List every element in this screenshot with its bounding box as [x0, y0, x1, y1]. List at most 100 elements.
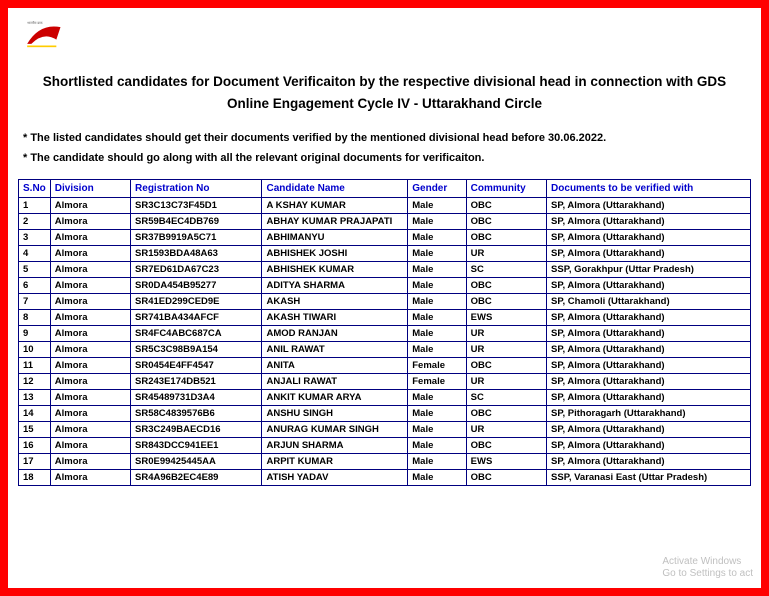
- table-container: S.No Division Registration No Candidate …: [8, 179, 761, 486]
- cell-community: EWS: [466, 453, 546, 469]
- cell-name: ANJALI RAWAT: [262, 373, 408, 389]
- table-header-row: S.No Division Registration No Candidate …: [19, 179, 751, 197]
- cell-regno: SR5C3C98B9A154: [131, 341, 262, 357]
- cell-docwith: SP, Almora (Uttarakhand): [547, 309, 751, 325]
- cell-docwith: SP, Almora (Uttarakhand): [547, 421, 751, 437]
- table-row: 4AlmoraSR1593BDA48A63ABHISHEK JOSHIMaleU…: [19, 245, 751, 261]
- header-gender: Gender: [408, 179, 466, 197]
- cell-gender: Male: [408, 405, 466, 421]
- cell-community: OBC: [466, 229, 546, 245]
- cell-division: Almora: [50, 261, 130, 277]
- cell-regno: SR1593BDA48A63: [131, 245, 262, 261]
- table-row: 11AlmoraSR0454E4FF4547ANITAFemaleOBCSP, …: [19, 357, 751, 373]
- cell-name: ARPIT KUMAR: [262, 453, 408, 469]
- cell-regno: SR7ED61DA67C23: [131, 261, 262, 277]
- cell-community: EWS: [466, 309, 546, 325]
- cell-gender: Male: [408, 245, 466, 261]
- cell-division: Almora: [50, 197, 130, 213]
- cell-sno: 13: [19, 389, 51, 405]
- cell-community: OBC: [466, 277, 546, 293]
- cell-gender: Male: [408, 261, 466, 277]
- cell-community: OBC: [466, 405, 546, 421]
- cell-community: OBC: [466, 213, 546, 229]
- cell-regno: SR4A96B2EC4E89: [131, 469, 262, 485]
- header-community: Community: [466, 179, 546, 197]
- india-post-logo-icon: भारतीय डाक: [23, 18, 73, 53]
- cell-regno: SR741BA434AFCF: [131, 309, 262, 325]
- cell-division: Almora: [50, 213, 130, 229]
- cell-gender: Male: [408, 213, 466, 229]
- cell-docwith: SP, Almora (Uttarakhand): [547, 437, 751, 453]
- svg-text:भारतीय डाक: भारतीय डाक: [27, 21, 43, 25]
- cell-gender: Male: [408, 389, 466, 405]
- cell-sno: 14: [19, 405, 51, 421]
- cell-sno: 10: [19, 341, 51, 357]
- table-row: 16AlmoraSR843DCC941EE1ARJUN SHARMAMaleOB…: [19, 437, 751, 453]
- cell-docwith: SP, Chamoli (Uttarakhand): [547, 293, 751, 309]
- cell-sno: 9: [19, 325, 51, 341]
- cell-sno: 15: [19, 421, 51, 437]
- cell-name: ANSHU SINGH: [262, 405, 408, 421]
- cell-docwith: SP, Almora (Uttarakhand): [547, 213, 751, 229]
- cell-community: OBC: [466, 197, 546, 213]
- table-body: 1AlmoraSR3C13C73F45D1A KSHAY KUMARMaleOB…: [19, 197, 751, 485]
- page-title: Shortlisted candidates for Document Veri…: [8, 63, 761, 129]
- cell-community: OBC: [466, 293, 546, 309]
- cell-name: ABHAY KUMAR PRAJAPATI: [262, 213, 408, 229]
- table-row: 1AlmoraSR3C13C73F45D1A KSHAY KUMARMaleOB…: [19, 197, 751, 213]
- cell-docwith: SP, Almora (Uttarakhand): [547, 245, 751, 261]
- cell-name: ANIL RAWAT: [262, 341, 408, 357]
- table-row: 17AlmoraSR0E99425445AAARPIT KUMARMaleEWS…: [19, 453, 751, 469]
- cell-sno: 11: [19, 357, 51, 373]
- table-row: 5AlmoraSR7ED61DA67C23ABHISHEK KUMARMaleS…: [19, 261, 751, 277]
- note-line: * The candidate should go along with all…: [23, 149, 746, 169]
- cell-sno: 7: [19, 293, 51, 309]
- cell-community: UR: [466, 341, 546, 357]
- activate-windows-overlay: Activate Windows Go to Settings to act: [662, 556, 753, 580]
- cell-gender: Male: [408, 437, 466, 453]
- cell-division: Almora: [50, 421, 130, 437]
- table-row: 8AlmoraSR741BA434AFCFAKASH TIWARIMaleEWS…: [19, 309, 751, 325]
- table-row: 3AlmoraSR37B9919A5C71ABHIMANYUMaleOBCSP,…: [19, 229, 751, 245]
- note-line: * The listed candidates should get their…: [23, 129, 746, 149]
- candidates-table: S.No Division Registration No Candidate …: [18, 179, 751, 486]
- activate-windows-line2: Go to Settings to act: [662, 568, 753, 580]
- cell-division: Almora: [50, 357, 130, 373]
- table-row: 10AlmoraSR5C3C98B9A154ANIL RAWATMaleURSP…: [19, 341, 751, 357]
- cell-name: ANURAG KUMAR SINGH: [262, 421, 408, 437]
- cell-docwith: SP, Pithoragarh (Uttarakhand): [547, 405, 751, 421]
- cell-name: ATISH YADAV: [262, 469, 408, 485]
- cell-docwith: SP, Almora (Uttarakhand): [547, 389, 751, 405]
- cell-name: ABHIMANYU: [262, 229, 408, 245]
- header-sno: S.No: [19, 179, 51, 197]
- cell-gender: Male: [408, 453, 466, 469]
- cell-gender: Male: [408, 469, 466, 485]
- cell-name: AKASH TIWARI: [262, 309, 408, 325]
- cell-community: UR: [466, 325, 546, 341]
- cell-docwith: SP, Almora (Uttarakhand): [547, 453, 751, 469]
- cell-gender: Male: [408, 293, 466, 309]
- cell-docwith: SP, Almora (Uttarakhand): [547, 229, 751, 245]
- cell-docwith: SP, Almora (Uttarakhand): [547, 197, 751, 213]
- table-row: 13AlmoraSR45489731D3A4ANKIT KUMAR ARYAMa…: [19, 389, 751, 405]
- cell-regno: SR41ED299CED9E: [131, 293, 262, 309]
- cell-division: Almora: [50, 453, 130, 469]
- cell-division: Almora: [50, 469, 130, 485]
- cell-community: OBC: [466, 437, 546, 453]
- cell-regno: SR3C249BAECD16: [131, 421, 262, 437]
- cell-regno: SR4FC4ABC687CA: [131, 325, 262, 341]
- table-row: 9AlmoraSR4FC4ABC687CAAMOD RANJANMaleURSP…: [19, 325, 751, 341]
- cell-gender: Male: [408, 229, 466, 245]
- cell-community: UR: [466, 373, 546, 389]
- activate-windows-line1: Activate Windows: [662, 556, 753, 568]
- cell-gender: Male: [408, 309, 466, 325]
- cell-sno: 1: [19, 197, 51, 213]
- cell-gender: Female: [408, 357, 466, 373]
- notes-section: * The listed candidates should get their…: [8, 129, 761, 179]
- cell-name: ABHISHEK JOSHI: [262, 245, 408, 261]
- cell-docwith: SP, Almora (Uttarakhand): [547, 357, 751, 373]
- cell-division: Almora: [50, 229, 130, 245]
- cell-regno: SR37B9919A5C71: [131, 229, 262, 245]
- cell-regno: SR0E99425445AA: [131, 453, 262, 469]
- cell-division: Almora: [50, 341, 130, 357]
